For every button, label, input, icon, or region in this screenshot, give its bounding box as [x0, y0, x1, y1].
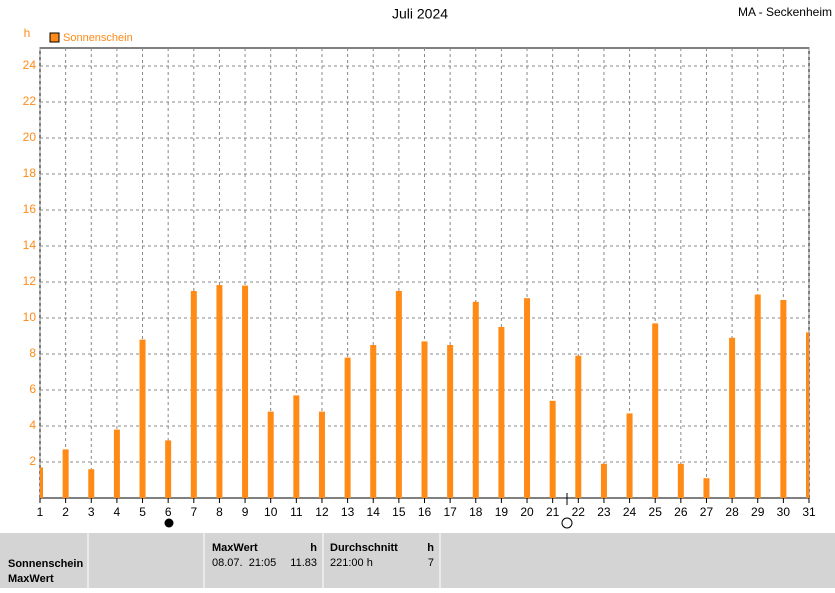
x-tick-label: 19 — [495, 505, 509, 519]
y-unit: h — [24, 26, 31, 40]
x-tick-label: 30 — [777, 505, 791, 519]
bar — [524, 298, 531, 498]
x-tick-label: 5 — [139, 505, 146, 519]
x-tick-label: 8 — [216, 505, 223, 519]
x-tick-label: 16 — [418, 505, 432, 519]
cell: 08.07. 21:05 — [212, 557, 276, 569]
bar — [421, 341, 428, 498]
x-tick-label: 21 — [546, 505, 560, 519]
table-bg — [0, 533, 835, 588]
y-tick-label: 12 — [23, 274, 37, 288]
x-tick-label: 3 — [88, 505, 95, 519]
bar — [216, 285, 223, 498]
col-header: MaxWert — [212, 542, 258, 554]
bar — [113, 429, 120, 498]
bar — [754, 294, 761, 498]
bar — [318, 411, 325, 498]
x-tick-label: 4 — [114, 505, 121, 519]
bar — [370, 345, 377, 498]
x-tick-label: 28 — [725, 505, 739, 519]
chart-title: Juli 2024 — [392, 6, 448, 22]
bar — [677, 463, 684, 498]
bar — [165, 440, 172, 498]
bar — [652, 323, 659, 498]
x-tick-label: 29 — [751, 505, 765, 519]
bar — [600, 463, 607, 498]
bar — [395, 291, 402, 498]
bar — [806, 332, 809, 498]
x-tick-label: 23 — [597, 505, 611, 519]
y-tick-label: 2 — [29, 454, 36, 468]
x-tick-label: 6 — [165, 505, 172, 519]
bar — [293, 395, 300, 498]
bar — [729, 337, 736, 498]
new-moon — [164, 518, 174, 528]
x-tick-label: 18 — [469, 505, 483, 519]
bar — [703, 478, 710, 498]
x-tick-label: 1 — [37, 505, 44, 519]
bar — [549, 400, 556, 498]
x-tick-label: 13 — [341, 505, 355, 519]
y-tick-label: 6 — [29, 382, 36, 396]
bar — [139, 339, 146, 498]
bar — [190, 291, 197, 498]
x-tick-label: 25 — [649, 505, 663, 519]
x-tick-label: 12 — [315, 505, 329, 519]
bar — [344, 357, 351, 498]
y-tick-label: 14 — [23, 238, 37, 252]
bar — [575, 355, 582, 498]
x-tick-label: 24 — [623, 505, 637, 519]
y-tick-label: 16 — [23, 202, 37, 216]
y-tick-label: 18 — [23, 166, 37, 180]
col-unit: h — [310, 542, 317, 554]
bar — [626, 413, 633, 498]
cell: 11.83 — [290, 557, 317, 569]
y-tick-label: 8 — [29, 346, 36, 360]
x-tick-label: 14 — [367, 505, 381, 519]
x-tick-label: 31 — [802, 505, 816, 519]
station-label: MA - Seckenheim — [738, 5, 832, 19]
legend-swatch — [49, 32, 60, 43]
y-tick-label: 22 — [23, 94, 37, 108]
x-tick-label: 27 — [700, 505, 714, 519]
y-tick-label: 10 — [23, 310, 37, 324]
x-tick-label: 10 — [264, 505, 278, 519]
summary-table: Sonnenschein MaxWert MaxWert h 08.07. 21… — [0, 533, 835, 588]
x-tick-label: 20 — [520, 505, 534, 519]
row-label: Sonnenschein — [8, 558, 83, 570]
bar — [472, 301, 479, 498]
cell: 221:00 h — [330, 557, 373, 569]
bar — [780, 300, 787, 498]
bar — [40, 467, 43, 498]
col-header: Durchschnitt — [330, 542, 398, 554]
full-moon — [561, 517, 573, 529]
x-tick-label: 22 — [572, 505, 586, 519]
x-tick-label: 17 — [443, 505, 457, 519]
x-tick-label: 2 — [62, 505, 69, 519]
cell: 7 — [428, 557, 434, 569]
bar — [242, 285, 249, 498]
bar — [447, 345, 454, 498]
y-tick-label: 20 — [23, 130, 37, 144]
x-tick-label: 11 — [290, 505, 303, 519]
row-label: MaxWert — [8, 573, 54, 585]
y-tick-label: 4 — [29, 418, 36, 432]
legend-label: Sonnenschein — [63, 32, 133, 44]
x-tick-label: 15 — [392, 505, 406, 519]
col-unit: h — [427, 542, 434, 554]
bar — [498, 327, 505, 498]
bar — [88, 469, 95, 498]
bar — [62, 449, 69, 498]
y-tick-label: 24 — [23, 58, 37, 72]
x-tick-label: 26 — [674, 505, 688, 519]
x-tick-label: 9 — [242, 505, 249, 519]
bar — [267, 411, 274, 498]
x-tick-label: 7 — [190, 505, 197, 519]
